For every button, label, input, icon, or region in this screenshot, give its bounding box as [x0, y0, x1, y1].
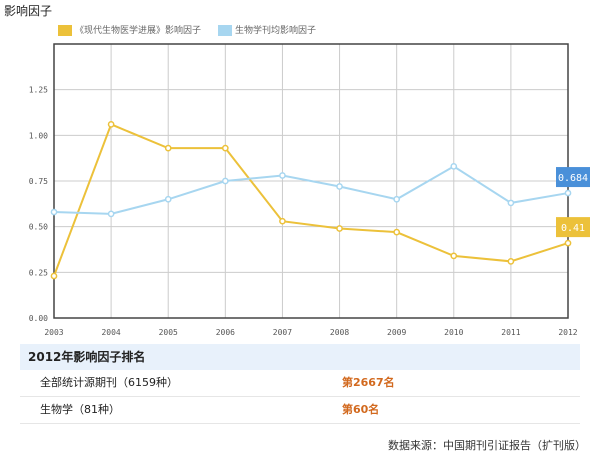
end-label-bio: 0.684	[558, 173, 588, 184]
legend-swatch-main	[58, 25, 72, 36]
data-point	[450, 252, 458, 260]
impact-factor-chart: 0.00 0.25 0.50 0.75 1.00 1.25 2003 2004 2005 2006…	[29, 43, 590, 337]
ranking-title: 2012年影响因子排名	[20, 344, 580, 370]
data-point	[107, 210, 115, 218]
data-point	[221, 177, 229, 185]
x-tick-label: 2007	[273, 328, 292, 337]
y-tick-label: 0.25	[29, 268, 48, 277]
ranking-row: 生物学（81种） 第60名	[20, 397, 580, 424]
end-label-main-bg	[556, 217, 590, 238]
end-label-bio-bg	[556, 167, 590, 188]
page-title: 影响因子	[4, 4, 53, 18]
ranking-row: 全部统计源期刊（6159种） 第2667名	[20, 370, 580, 397]
ranking-value: 第60名	[342, 403, 380, 416]
x-tick-label: 2004	[101, 328, 120, 337]
data-point	[164, 195, 172, 203]
data-point	[507, 199, 515, 207]
end-label-main: 0.41	[561, 223, 585, 234]
ranking-label: 全部统计源期刊（6159种）	[40, 376, 178, 389]
x-tick-label: 2011	[501, 328, 520, 337]
data-point	[393, 228, 401, 236]
data-point	[507, 258, 515, 265]
data-point	[564, 189, 572, 197]
data-point	[336, 183, 343, 190]
data-point	[50, 272, 58, 280]
x-tick-label: 2003	[44, 328, 63, 337]
series-line-main	[53, 123, 569, 277]
data-point	[450, 163, 458, 170]
data-point	[50, 208, 58, 216]
legend-label-main: 《现代生物医学进展》影响因子	[75, 26, 202, 36]
data-point	[393, 195, 401, 203]
series-line-bio	[53, 165, 569, 215]
y-tick-label: 1.00	[29, 131, 48, 140]
data-source-note: 数据来源：中国期刊引证报告（扩刊版）	[388, 439, 586, 452]
x-tick-label: 2005	[159, 328, 178, 337]
legend-label-bio: 生物学刊均影响因子	[235, 26, 317, 36]
y-tick-label: 1.25	[29, 86, 48, 95]
legend-swatch-bio	[218, 25, 232, 36]
x-tick-label: 2006	[216, 328, 235, 337]
data-point	[564, 239, 572, 247]
data-point	[279, 172, 286, 179]
ranking-value: 第2667名	[342, 376, 395, 389]
data-point	[164, 144, 172, 152]
x-tick-label: 2008	[330, 328, 349, 337]
ranking-section: 2012年影响因子排名 全部统计源期刊（6159种） 第2667名 生物学（81…	[20, 344, 580, 424]
y-tick-label: 0.75	[29, 177, 48, 186]
data-point	[221, 144, 229, 152]
data-point	[279, 217, 286, 225]
x-tick-label: 2010	[444, 328, 463, 337]
data-point	[336, 225, 343, 232]
x-tick-label: 2009	[387, 328, 406, 337]
ranking-label: 生物学（81种）	[40, 403, 120, 416]
y-tick-label: 0.50	[29, 223, 48, 232]
y-tick-label: 0.00	[29, 314, 48, 323]
x-tick-label: 2012	[558, 328, 577, 337]
data-point	[107, 121, 115, 128]
